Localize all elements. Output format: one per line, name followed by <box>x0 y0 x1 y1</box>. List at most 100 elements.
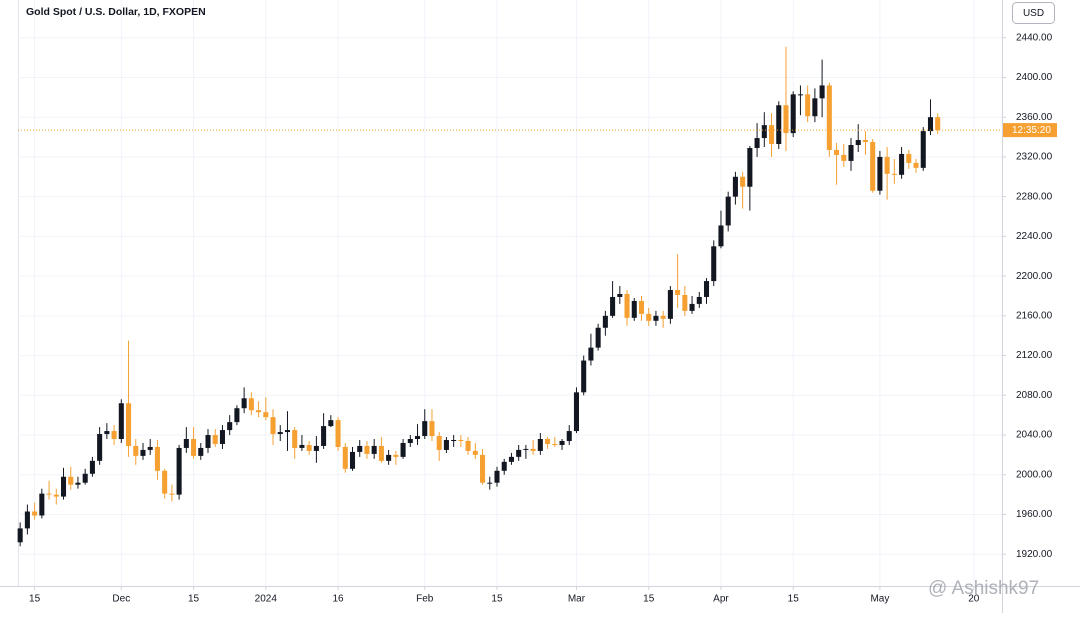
candle-body <box>342 446 348 469</box>
candle-body <box>256 410 262 413</box>
candle-body <box>378 445 384 461</box>
candle-body <box>769 125 775 145</box>
candle-body <box>718 225 724 247</box>
candle-body <box>487 482 493 484</box>
x-tick-label: Mar <box>568 594 586 605</box>
candle-body <box>711 246 717 282</box>
x-tick-label: 15 <box>29 594 41 605</box>
candle-body <box>530 448 536 451</box>
candle-body <box>328 420 334 427</box>
candle-body <box>638 300 645 314</box>
candle-body <box>797 94 803 96</box>
candle-body <box>935 117 941 131</box>
y-tick-label: 2320.00 <box>1016 152 1053 163</box>
candle-body <box>407 439 413 443</box>
candle-body <box>270 417 276 435</box>
y-tick-label: 1960.00 <box>1016 509 1053 520</box>
candle-body <box>335 420 341 447</box>
candle-body <box>422 421 428 437</box>
candle-body <box>682 294 688 311</box>
current-price-box <box>1003 123 1057 138</box>
candle-body <box>927 117 934 132</box>
candle-body <box>819 85 825 99</box>
x-tick-label: 16 <box>332 594 344 605</box>
candle-body <box>920 131 926 168</box>
candle-body <box>465 440 471 451</box>
candle-body <box>89 460 95 474</box>
candle-body <box>747 147 753 187</box>
candle-body <box>646 313 652 321</box>
candle-body <box>313 445 319 451</box>
candle-body <box>248 398 254 411</box>
candle-body <box>689 303 695 311</box>
candle-body <box>696 296 702 304</box>
x-tick-label: 15 <box>643 594 655 605</box>
candle-body <box>154 446 160 471</box>
candle-body <box>660 315 666 319</box>
candle-body <box>292 430 298 448</box>
candle-body <box>393 454 399 457</box>
candle-body <box>219 430 225 444</box>
candle-body <box>205 435 211 448</box>
candle-body <box>126 403 132 446</box>
candle-body <box>24 511 30 529</box>
candle-body <box>906 153 912 163</box>
candle-body <box>183 439 189 448</box>
candle-body <box>306 444 312 451</box>
candle-body <box>516 449 522 457</box>
candle-body <box>552 443 558 445</box>
currency-button[interactable] <box>1012 2 1055 24</box>
candle-body <box>241 398 247 409</box>
candle-body <box>104 431 110 435</box>
y-tick-label: 2080.00 <box>1016 390 1053 401</box>
candle-body <box>501 461 507 471</box>
axes: 1920.00 1960.00 2000.00 2040.00 2080.00 2120.… <box>29 32 1057 605</box>
candle-body <box>631 300 637 318</box>
candle-body <box>198 447 204 456</box>
x-tick-label: 15 <box>788 594 800 605</box>
candle-body <box>364 445 370 454</box>
candle-body <box>754 138 760 148</box>
candle-body <box>82 473 88 483</box>
x-tick-label: Feb <box>416 594 434 605</box>
candle-body <box>559 440 565 445</box>
candle-body <box>805 94 811 117</box>
candle-body <box>118 403 124 440</box>
candle-body <box>776 105 782 145</box>
y-tick-label: 2160.00 <box>1016 310 1053 321</box>
candle-body <box>227 422 233 431</box>
x-tick-label: May <box>870 594 889 605</box>
candle-body <box>191 439 197 456</box>
x-tick-label: 20 <box>968 594 980 605</box>
candle-body <box>566 431 572 441</box>
candle-body <box>761 125 767 139</box>
candle-body <box>624 293 630 318</box>
candle-body <box>17 528 23 543</box>
candle-body <box>508 456 514 462</box>
candle-body <box>537 439 543 451</box>
candle-body <box>140 449 146 456</box>
candle-body <box>234 408 240 423</box>
countdown-label: 12:35:20 <box>1012 125 1051 136</box>
currency-label[interactable]: USD <box>1023 8 1044 19</box>
candle-body <box>653 315 659 321</box>
candle-body <box>133 445 139 456</box>
candle-body <box>60 476 67 497</box>
candle-body <box>870 142 876 191</box>
y-tick-label: 2120.00 <box>1016 350 1053 361</box>
y-tick-label: 2240.00 <box>1016 231 1053 242</box>
x-tick-label: 15 <box>491 594 503 605</box>
candle-body <box>855 140 861 146</box>
candle-body <box>263 412 269 418</box>
y-tick-label: 2280.00 <box>1016 191 1053 202</box>
candle-body <box>97 434 103 461</box>
candles <box>17 46 1002 547</box>
candle-body <box>400 442 406 457</box>
x-tick-label: 2024 <box>255 594 278 605</box>
candle-body <box>740 176 746 187</box>
candle-body <box>913 162 919 168</box>
candle-body <box>703 281 710 297</box>
